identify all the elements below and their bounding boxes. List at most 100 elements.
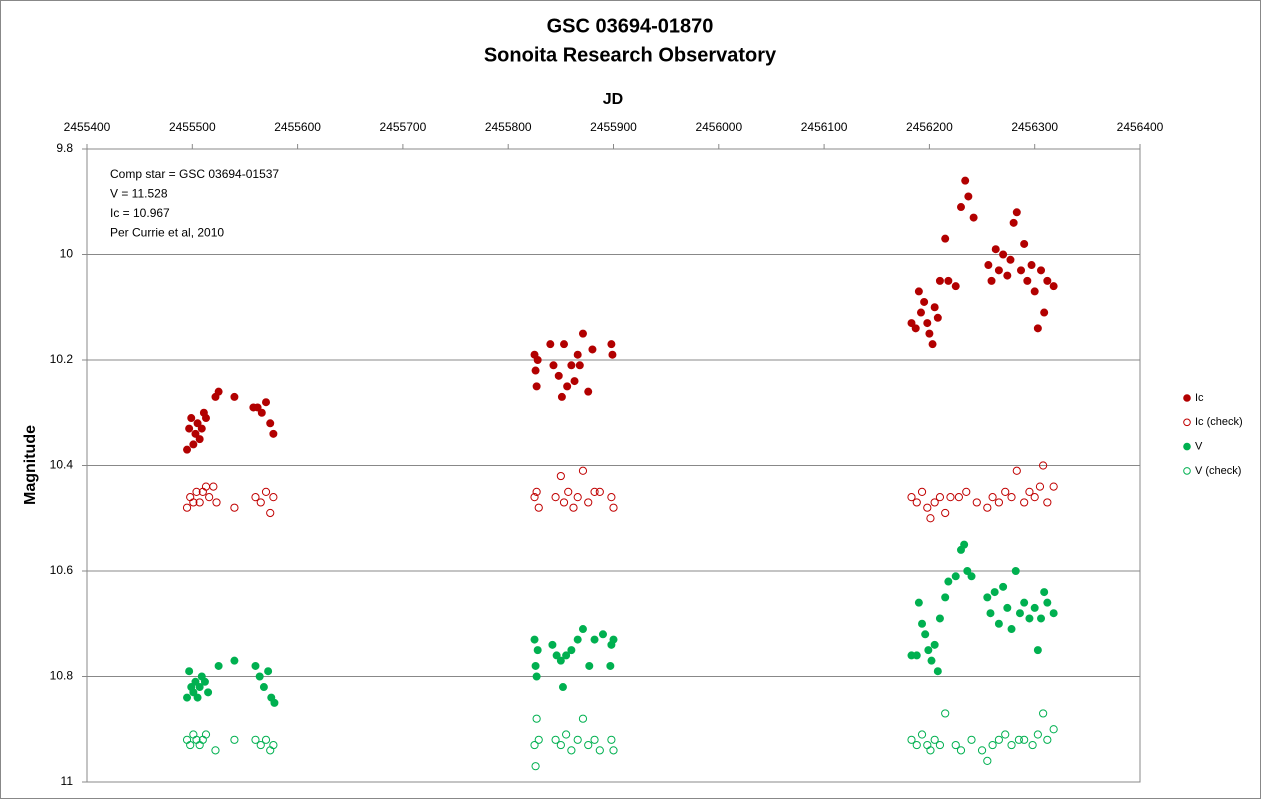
data-point	[933, 313, 942, 322]
data-point	[1049, 609, 1058, 618]
data-point	[951, 740, 960, 750]
data-point	[266, 419, 275, 428]
data-point	[575, 361, 584, 370]
data-point	[994, 619, 1003, 628]
data-point	[195, 435, 204, 444]
data-point	[1043, 276, 1052, 285]
data-point	[187, 414, 196, 423]
data-point	[269, 429, 278, 438]
data-point	[607, 493, 616, 502]
data-point	[924, 646, 933, 655]
data-point	[259, 683, 268, 692]
data-point	[1003, 603, 1012, 612]
data-point	[189, 440, 198, 449]
data-point	[1007, 740, 1016, 750]
data-point	[556, 471, 565, 481]
data-point	[977, 746, 987, 755]
data-point	[990, 588, 999, 597]
annotation: Comp star = GSC 03694-01537	[110, 167, 279, 181]
data-point	[256, 498, 265, 507]
x-tick-label: 2456400	[1117, 120, 1164, 134]
data-point	[256, 740, 265, 750]
data-point	[941, 508, 950, 518]
data-point	[595, 746, 604, 755]
data-point	[551, 493, 560, 502]
x-tick-label: 2456300	[1011, 120, 1058, 134]
data-point	[1030, 603, 1039, 612]
data-point	[1020, 498, 1029, 507]
data-point	[262, 398, 271, 407]
data-point	[1030, 493, 1039, 502]
data-point	[607, 735, 616, 744]
data-point	[983, 756, 992, 766]
data-point	[986, 609, 995, 618]
data-point	[195, 683, 204, 692]
data-point	[531, 366, 540, 375]
data-point	[590, 735, 599, 744]
data-point	[1020, 598, 1029, 607]
data-point	[1040, 308, 1049, 317]
data-point	[944, 276, 953, 285]
data-point	[193, 693, 202, 702]
data-point	[912, 498, 921, 507]
data-point	[590, 635, 599, 644]
data-point	[1001, 487, 1010, 496]
data-point	[567, 361, 576, 370]
data-point	[573, 350, 582, 359]
data-point	[1040, 588, 1049, 597]
data-point	[1043, 498, 1052, 507]
data-point	[557, 392, 566, 401]
data-point	[251, 493, 260, 502]
data-point	[558, 683, 567, 692]
data-point	[941, 593, 950, 602]
data-point	[967, 572, 976, 581]
data-point	[1033, 730, 1042, 739]
data-point	[927, 656, 936, 665]
data-point	[930, 735, 939, 744]
data-point	[205, 493, 214, 502]
legend-marker	[1183, 394, 1191, 402]
data-point	[257, 408, 266, 417]
data-point	[548, 640, 557, 649]
x-tick-label: 2455800	[485, 120, 532, 134]
data-point	[584, 387, 593, 396]
data-point	[212, 498, 221, 507]
data-point	[951, 282, 960, 291]
data-point	[916, 308, 925, 317]
data-point	[1027, 261, 1036, 270]
data-point	[962, 487, 971, 496]
data-point	[907, 319, 916, 328]
data-point	[1043, 598, 1052, 607]
data-point	[559, 498, 569, 507]
data-point	[1012, 208, 1021, 217]
data-point	[1049, 482, 1058, 491]
data-point	[608, 350, 617, 359]
data-point	[994, 266, 1003, 275]
data-point	[266, 508, 275, 518]
data-point	[551, 735, 560, 744]
legend-label: Ic	[1195, 392, 1204, 404]
data-point	[588, 345, 597, 354]
data-point	[182, 503, 192, 512]
data-point	[1030, 287, 1039, 296]
data-point	[189, 498, 198, 507]
data-point	[201, 730, 211, 739]
data-point	[1003, 271, 1012, 280]
data-point	[964, 192, 973, 201]
data-point	[609, 635, 618, 644]
data-point	[984, 261, 993, 270]
legend-marker	[1183, 442, 1191, 451]
data-point	[920, 297, 929, 306]
data-point	[914, 598, 923, 607]
data-point	[562, 651, 571, 660]
data-point	[928, 340, 937, 349]
data-point	[1037, 614, 1046, 623]
annotation: Ic = 10.967	[110, 206, 170, 220]
data-point	[609, 746, 618, 755]
data-point	[183, 445, 192, 454]
data-point	[999, 250, 1008, 259]
data-point	[911, 324, 920, 333]
data-point	[560, 340, 569, 349]
data-point	[564, 487, 573, 496]
